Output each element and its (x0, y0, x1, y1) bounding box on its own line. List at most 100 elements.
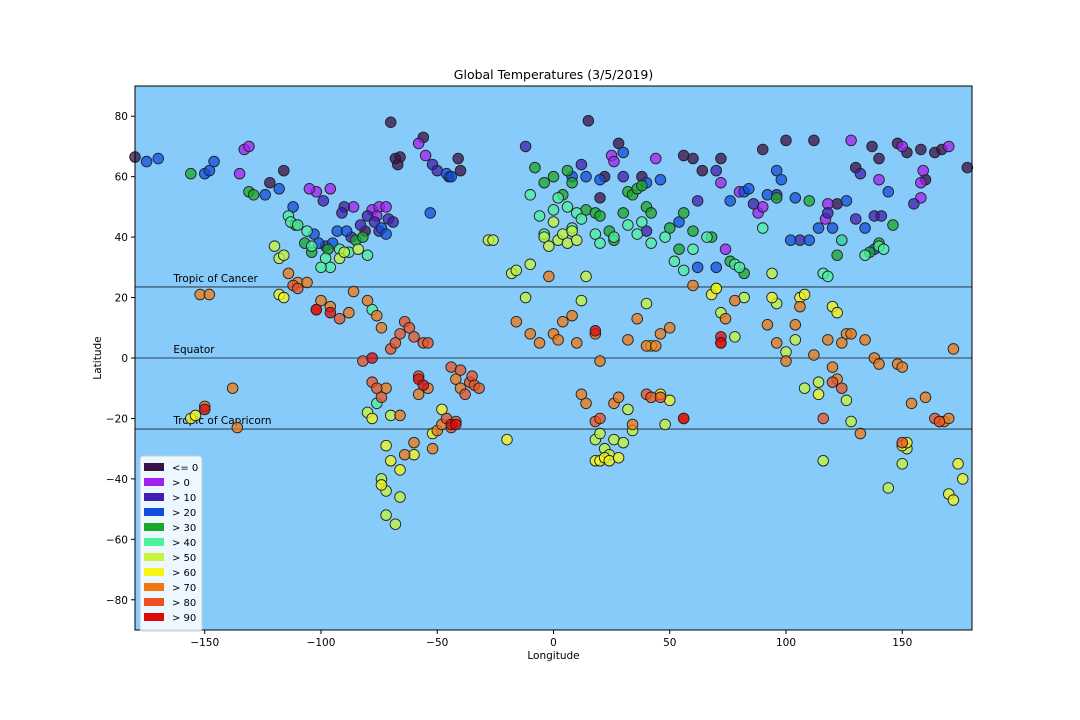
data-point (452, 152, 464, 165)
data-point (780, 134, 792, 147)
data-point (789, 192, 802, 204)
data-point (552, 192, 564, 204)
data-point (715, 337, 727, 349)
data-point (664, 322, 676, 334)
data-point (622, 403, 634, 416)
data-point (264, 176, 276, 189)
data-point (808, 134, 820, 147)
data-point (459, 388, 471, 401)
data-point (659, 231, 671, 243)
data-point (831, 306, 843, 319)
legend-label: > 20 (172, 508, 196, 519)
y-tick-label: 20 (115, 293, 128, 305)
legend-swatch (144, 538, 164, 546)
data-point (943, 140, 955, 153)
data-point (612, 451, 625, 464)
data-point (826, 222, 839, 234)
data-point (826, 376, 839, 388)
data-point (789, 319, 802, 331)
legend-swatch (144, 493, 164, 501)
data-point (770, 164, 783, 177)
data-point (394, 151, 406, 163)
data-point (385, 455, 397, 467)
data-point (743, 183, 755, 195)
data-point (770, 337, 783, 349)
data-point (952, 458, 964, 470)
data-point (571, 234, 583, 246)
data-point (580, 397, 592, 410)
data-point (650, 340, 662, 352)
legend-swatch (144, 478, 164, 486)
data-point (873, 173, 885, 186)
data-point (654, 328, 667, 340)
data-point (812, 222, 825, 234)
data-point (571, 337, 583, 349)
data-point (854, 167, 867, 180)
data-point (687, 152, 699, 165)
data-point (575, 388, 588, 401)
legend-swatch (144, 613, 164, 621)
data-point (784, 234, 797, 246)
data-point (152, 152, 164, 165)
data-point (543, 240, 555, 252)
data-point (875, 210, 888, 222)
data-point (947, 343, 960, 355)
data-point (826, 361, 839, 373)
data-point (594, 355, 606, 367)
y-tick-label: 60 (115, 172, 128, 184)
data-point (203, 288, 216, 301)
data-point (529, 161, 541, 174)
data-point (317, 195, 330, 207)
x-tick-label: −100 (307, 637, 336, 649)
data-point (389, 337, 402, 349)
y-tick-label: −80 (106, 595, 128, 607)
data-point (575, 213, 588, 225)
data-point (747, 198, 760, 210)
data-point (836, 337, 848, 349)
data-point (719, 243, 732, 255)
data-point (622, 334, 634, 346)
data-point (538, 231, 550, 243)
data-point (687, 243, 699, 255)
data-point (268, 240, 281, 252)
data-point (873, 152, 885, 165)
data-point (301, 225, 313, 237)
data-point (380, 201, 392, 213)
data-point (757, 222, 769, 234)
data-point (292, 282, 304, 295)
data-point (594, 412, 606, 425)
data-point (394, 464, 406, 476)
legend-label: > 90 (172, 613, 196, 624)
data-point (733, 261, 746, 274)
data-point (896, 436, 909, 449)
data-point (301, 276, 313, 289)
data-point (259, 189, 271, 201)
data-point (917, 164, 929, 177)
data-point (575, 158, 588, 171)
data-point (408, 331, 420, 343)
data-point (445, 170, 457, 183)
data-point (380, 509, 392, 521)
data-point (533, 337, 546, 349)
x-tick-label: −150 (190, 637, 219, 649)
data-point (561, 201, 574, 213)
x-tick-label: 50 (663, 637, 676, 649)
data-point (408, 436, 420, 449)
data-point (845, 415, 857, 428)
data-point (677, 412, 690, 425)
data-point (357, 231, 369, 243)
chart-title: Global Temperatures (3/5/2019) (454, 67, 653, 82)
data-point (817, 455, 829, 467)
data-point (654, 173, 667, 186)
data-point (766, 267, 778, 280)
y-tick-label: −60 (106, 534, 128, 546)
data-point (766, 291, 778, 304)
data-point (510, 264, 523, 277)
data-point (375, 391, 388, 404)
legend-label: > 80 (172, 598, 196, 609)
data-point (305, 240, 318, 252)
data-point (687, 279, 699, 292)
data-point (691, 195, 704, 207)
data-point (340, 225, 353, 237)
data-point (519, 291, 532, 304)
